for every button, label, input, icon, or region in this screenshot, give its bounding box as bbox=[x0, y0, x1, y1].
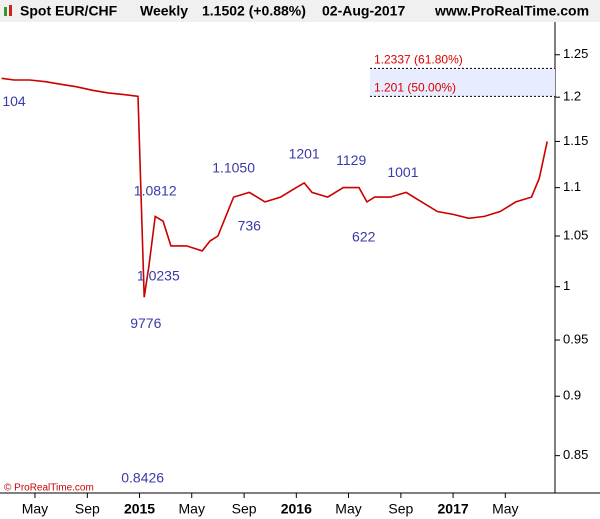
y-tick-label: 1.25 bbox=[563, 46, 588, 61]
y-tick-label: 1.05 bbox=[563, 227, 588, 242]
site: www.ProRealTime.com bbox=[434, 3, 589, 19]
y-tick-label: 1.15 bbox=[563, 133, 588, 148]
price-line bbox=[1, 77, 548, 298]
annotation: 0.8426 bbox=[121, 469, 164, 485]
date: 02-Aug-2017 bbox=[322, 3, 405, 19]
annotation: 1.0235 bbox=[137, 267, 180, 283]
logo bbox=[4, 5, 12, 16]
y-tick-label: 0.95 bbox=[563, 331, 588, 346]
x-tick-label: 2017 bbox=[438, 501, 469, 517]
annotation: 1201 bbox=[289, 146, 320, 162]
y-tick-label: 1.1 bbox=[563, 179, 581, 194]
period: Weekly bbox=[140, 3, 188, 19]
x-tick-label: May bbox=[22, 501, 48, 517]
x-tick-label: Sep bbox=[388, 501, 413, 517]
annotation: 736 bbox=[238, 218, 262, 234]
annotation: 622 bbox=[352, 229, 376, 245]
x-tick-label: Sep bbox=[232, 501, 257, 517]
level-label: 1.2337 (61.80%) bbox=[374, 53, 463, 67]
price: 1.1502 (+0.88%) bbox=[202, 3, 306, 19]
x-tick-label: May bbox=[179, 501, 205, 517]
x-tick-label: 2016 bbox=[281, 501, 312, 517]
symbol: Spot EUR/CHF bbox=[20, 3, 118, 19]
annotation: 1.0812 bbox=[134, 182, 177, 198]
x-tick-label: May bbox=[492, 501, 518, 517]
x-tick-label: Sep bbox=[75, 501, 100, 517]
y-tick-label: 1 bbox=[563, 278, 570, 293]
level-band bbox=[370, 68, 555, 97]
y-tick-label: 0.9 bbox=[563, 388, 581, 403]
annotation: 1001 bbox=[387, 164, 418, 180]
annotation: 104 bbox=[2, 93, 26, 109]
header-bar bbox=[0, 0, 600, 22]
x-tick-label: 2015 bbox=[124, 501, 155, 517]
x-tick-label: May bbox=[335, 501, 361, 517]
copyright: © ProRealTime.com bbox=[4, 483, 94, 494]
level-label: 1.201 (50.00%) bbox=[374, 80, 456, 94]
y-tick-label: 0.85 bbox=[563, 447, 588, 462]
annotation: 9776 bbox=[130, 315, 161, 331]
annotation: 1129 bbox=[336, 152, 366, 168]
y-tick-label: 1.2 bbox=[563, 89, 581, 104]
annotation: 1.1050 bbox=[212, 160, 255, 176]
